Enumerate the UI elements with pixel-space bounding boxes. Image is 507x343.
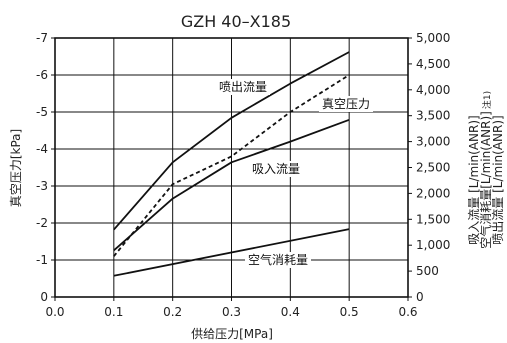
x-tick-label: 0.2 [163,305,182,319]
series-label-background [319,96,373,112]
x-tick-label: 0.5 [340,305,359,319]
right-tick-label: 2,000 [416,186,450,200]
chart-title: GZH 40–X185 [181,12,291,31]
left-tick-label: -1 [36,253,48,267]
right-tick-label: 3,500 [416,109,450,123]
series-line [113,74,350,257]
left-tick-label: -6 [36,68,48,82]
grid-lines [55,38,408,297]
series-label-background [245,252,311,268]
right-axis-note: 注1) [481,91,493,109]
left-tick-labels: -7 -6 -5 -4 -3 -2 -1 0 [36,31,55,304]
right-tick-label: 5,000 [416,31,450,45]
series-label-background [249,161,303,177]
left-tick-label: -4 [36,142,48,156]
series-label: 吸入流量 [252,162,300,176]
series-label: 空气消耗量 [248,252,308,267]
right-tick-label: 3,000 [416,135,450,149]
right-tick-label: 500 [416,264,439,278]
left-tick-label: -7 [36,31,48,45]
x-tick-label: 0.6 [398,305,417,319]
right-axis-label-consumption: 空气消耗量[L/min(ANR)] [478,111,493,249]
right-axis-labels: 吸入流量 [L/min(ANR)] 空气消耗量[L/min(ANR)] 喷出流量… [467,91,505,249]
right-tick-label: 1,000 [416,238,450,252]
plot-frame [54,37,409,298]
left-tick-label: 0 [40,290,48,304]
left-tick-label: -3 [36,179,48,193]
right-tick-label: 4,000 [416,83,450,97]
right-tick-label: 1,500 [416,212,450,226]
series-label: 真空压力 [322,97,370,111]
right-tick-label: 0 [416,290,424,304]
right-axis-label-intake: 吸入流量 [L/min(ANR)] [467,115,481,244]
series-lines [113,51,350,277]
left-tick-label: -5 [36,105,48,119]
left-axis-label: 真空压力[kPa] [9,129,23,207]
series-line [113,228,350,277]
x-axis-label: 供给压力[MPa] [191,327,273,341]
right-tick-label: 4,500 [416,57,450,71]
series-label-background [216,79,270,95]
series-label: 喷出流量 [219,80,267,94]
x-tick-label: 0.1 [104,305,123,319]
x-tick-label: 0.0 [45,305,64,319]
x-tick-label: 0.3 [222,305,241,319]
left-tick-label: -2 [36,216,48,230]
right-axis-label-exhaust: 喷出流量 [L/min(ANR)] [491,115,505,244]
right-tick-labels: 5,000 4,500 4,000 3,500 3,000 2,500 2,000 1,500… [408,31,450,304]
series-line [113,51,350,231]
x-tick-label: 0.4 [281,305,300,319]
series-line [113,118,350,252]
right-tick-label: 2,500 [416,161,450,175]
x-tick-labels: 0.0 0.1 0.2 0.3 0.4 0.5 0.6 [45,297,418,319]
